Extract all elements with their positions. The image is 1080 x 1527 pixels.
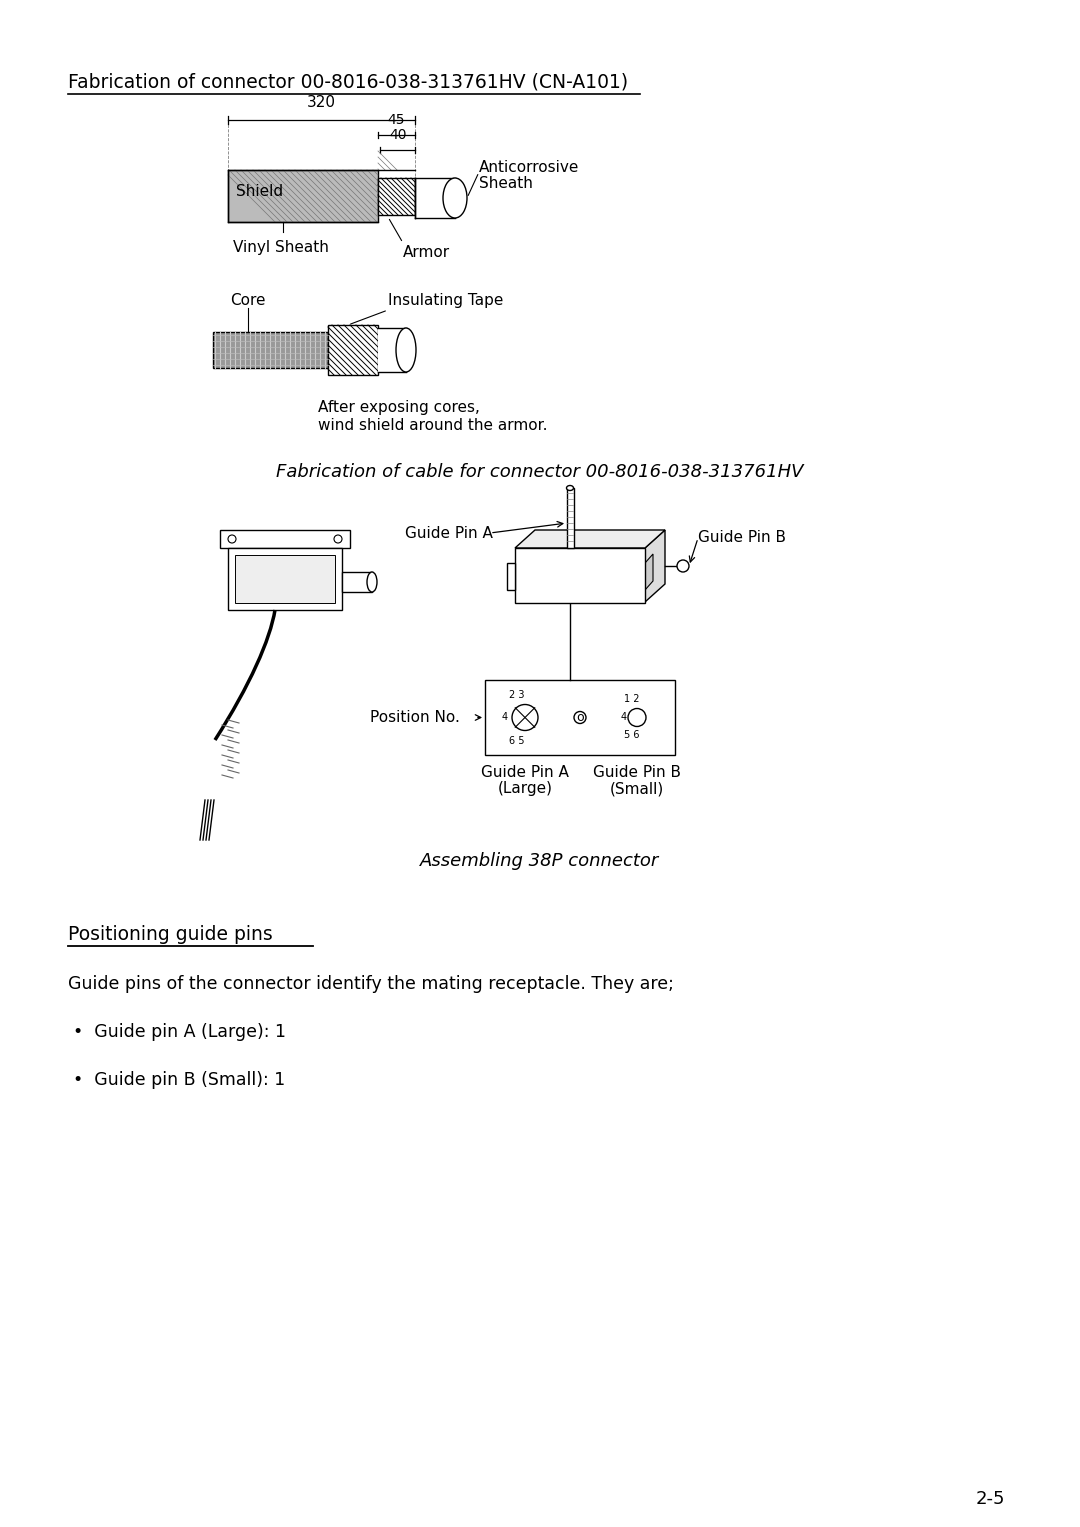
Bar: [415, 179, 455, 218]
Circle shape: [573, 712, 586, 724]
Text: Assembling 38P connector: Assembling 38P connector: [420, 852, 660, 870]
Text: Shield: Shield: [237, 183, 283, 199]
Circle shape: [512, 704, 538, 730]
Text: wind shield around the armor.: wind shield around the armor.: [318, 418, 548, 434]
Text: (Small): (Small): [610, 780, 664, 796]
Polygon shape: [515, 530, 665, 548]
Bar: [378, 179, 415, 215]
Text: Fabrication of connector 00-8016-038-313761HV (CN-A101): Fabrication of connector 00-8016-038-313…: [68, 72, 629, 92]
Text: •  Guide pin B (Small): 1: • Guide pin B (Small): 1: [73, 1070, 285, 1089]
Text: 1 2: 1 2: [624, 695, 639, 704]
Text: Vinyl Sheath: Vinyl Sheath: [233, 240, 329, 255]
Bar: [213, 331, 328, 368]
Circle shape: [677, 560, 689, 573]
Text: After exposing cores,: After exposing cores,: [318, 400, 480, 415]
Text: Insulating Tape: Insulating Tape: [388, 293, 503, 308]
Text: 5 6: 5 6: [624, 730, 639, 739]
Text: Position No.: Position No.: [370, 710, 460, 725]
Text: Guide Pin B: Guide Pin B: [698, 530, 786, 545]
Bar: [228, 169, 378, 221]
Text: •  Guide pin A (Large): 1: • Guide pin A (Large): 1: [73, 1023, 286, 1041]
Text: Sheath: Sheath: [480, 176, 532, 191]
Text: Guide Pin A: Guide Pin A: [405, 525, 492, 541]
Text: 6 5: 6 5: [510, 736, 525, 745]
Ellipse shape: [396, 328, 416, 373]
Text: 2-5: 2-5: [975, 1490, 1004, 1509]
Text: 40: 40: [390, 128, 407, 142]
Text: o: o: [577, 712, 584, 724]
Text: 2 3: 2 3: [510, 690, 525, 699]
Circle shape: [334, 534, 342, 544]
Circle shape: [627, 709, 646, 727]
Circle shape: [228, 534, 237, 544]
Bar: [342, 573, 372, 592]
Polygon shape: [645, 530, 665, 602]
Polygon shape: [645, 554, 653, 589]
Text: Anticorrosive: Anticorrosive: [480, 160, 579, 176]
Bar: [378, 328, 408, 373]
Bar: [220, 530, 350, 548]
Ellipse shape: [567, 486, 573, 490]
Text: 4: 4: [502, 713, 508, 722]
Ellipse shape: [443, 179, 467, 218]
Text: 4: 4: [621, 713, 627, 722]
Bar: [235, 554, 335, 603]
Ellipse shape: [367, 573, 377, 592]
Text: Guide Pin A: Guide Pin A: [481, 765, 569, 780]
Bar: [328, 325, 378, 376]
Bar: [228, 548, 342, 609]
Text: Guide pins of the connector identify the mating receptacle. They are;: Guide pins of the connector identify the…: [68, 976, 674, 993]
Text: Guide Pin B: Guide Pin B: [593, 765, 681, 780]
Text: Positioning guide pins: Positioning guide pins: [68, 925, 273, 944]
Text: Armor: Armor: [403, 244, 450, 260]
Polygon shape: [507, 563, 515, 589]
Bar: [515, 548, 645, 603]
Bar: [485, 680, 675, 754]
Text: 320: 320: [307, 95, 336, 110]
Text: 45: 45: [388, 113, 405, 127]
Bar: [567, 489, 573, 548]
Text: Fabrication of cable for connector 00-8016-038-313761HV: Fabrication of cable for connector 00-80…: [276, 463, 804, 481]
Text: Core: Core: [230, 293, 266, 308]
Text: (Large): (Large): [498, 780, 553, 796]
